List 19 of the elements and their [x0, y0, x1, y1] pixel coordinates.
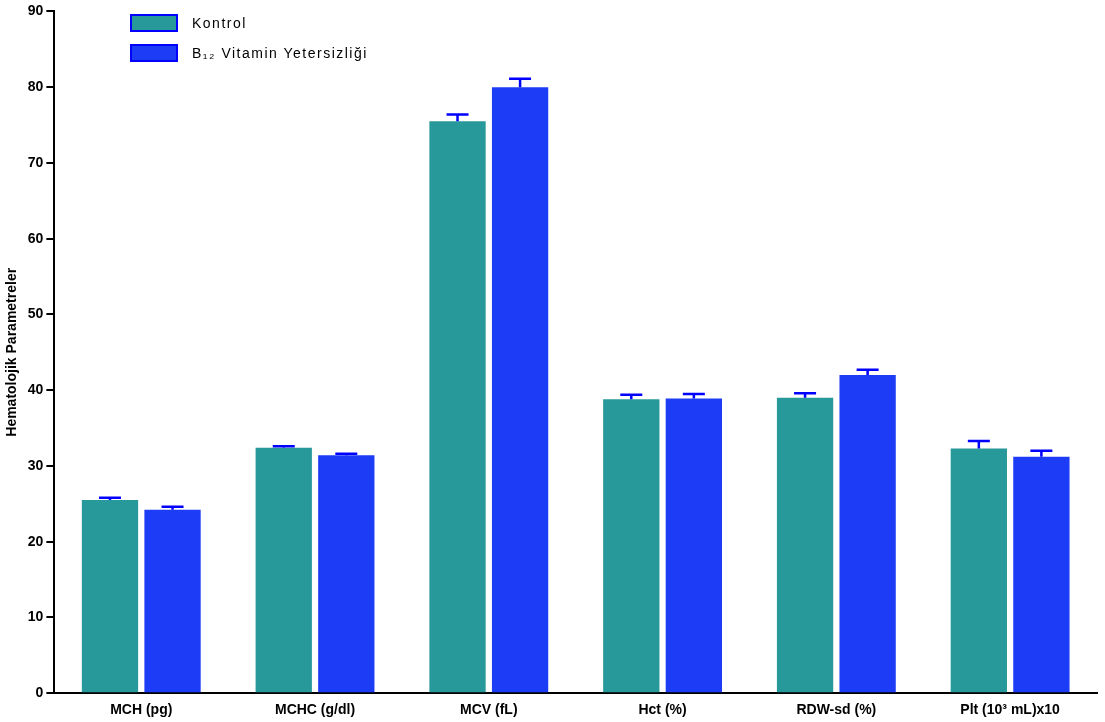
x-tick-label: MCV (fL)	[460, 701, 518, 718]
y-tick-label: 90	[27, 2, 44, 19]
y-tick-label: 80	[27, 78, 44, 95]
y-tick-label: 30	[27, 456, 44, 473]
legend-label: Kontrol	[192, 15, 247, 31]
y-tick-label: 40	[27, 381, 44, 398]
y-tick-label: 20	[27, 532, 44, 549]
x-tick-label: MCHC (g/dl)	[274, 701, 356, 718]
x-tick-label: RDW-sd (%)	[796, 701, 877, 718]
y-tick-label: 50	[27, 305, 44, 322]
x-tick-label: Hct (%)	[638, 701, 687, 718]
y-tick-label: 70	[27, 153, 44, 170]
x-tick-label: MCH (pg)	[110, 701, 173, 718]
y-tick-label: 10	[27, 608, 44, 625]
y-axis-title: Hematolojik Parametreler	[3, 267, 20, 437]
legend-label: B₁₂ Vitamin Yetersizliği	[192, 45, 368, 61]
y-tick-label: 60	[27, 229, 44, 246]
x-tick-label: Plt (10³ mL)x10	[960, 701, 1061, 718]
y-tick-label: 0	[35, 684, 44, 701]
